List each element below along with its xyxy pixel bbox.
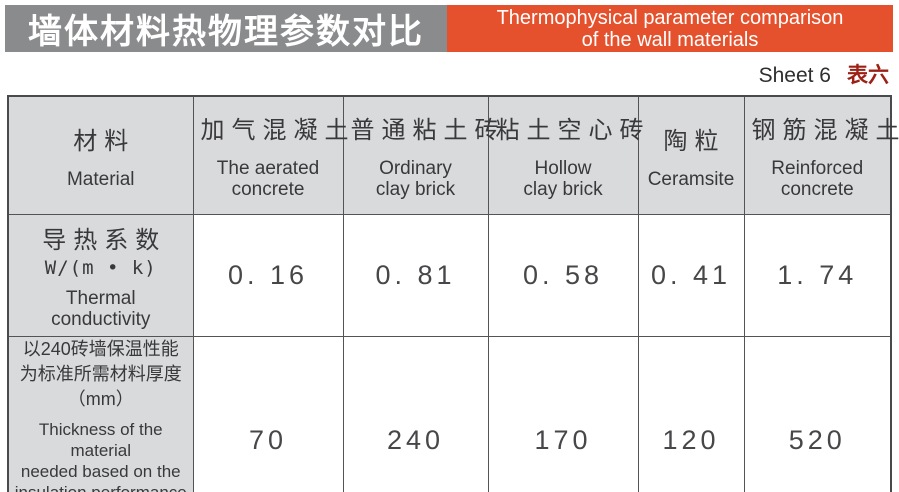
header-hollow-clay-brick-zh: 粘土空心砖 bbox=[495, 117, 651, 145]
sheet-caption-chinese: 表六 bbox=[847, 64, 889, 87]
conductivity-value-reinforced-concrete: 1. 74 bbox=[743, 213, 892, 337]
header-reinforced-concrete-en: Reinforced concrete bbox=[771, 158, 864, 201]
banner-title-english-line1: Thermophysical parameter comparison bbox=[496, 6, 844, 29]
header-hollow-clay-brick-en: Hollow clay brick bbox=[523, 158, 603, 201]
banner-title-chinese: 墙体材料热物理参数对比 bbox=[5, 5, 447, 52]
materials-comparison-table: 材料 Material 加气混凝土 The aerated concrete 普… bbox=[7, 95, 899, 492]
header-ceramsite-en: Ceramsite bbox=[647, 168, 735, 190]
thickness-value-ceramsite: 120 bbox=[637, 335, 745, 492]
header-cell-reinforced-concrete: 钢筋混凝土 Reinforced concrete bbox=[743, 95, 899, 215]
thermal-conductivity-unit: W/(m • k) bbox=[44, 257, 157, 279]
header-cell-ordinary-clay-brick: 普通粘土砖 Ordinary clay brick bbox=[342, 95, 506, 215]
header-ordinary-clay-brick-en: Ordinary clay brick bbox=[375, 158, 456, 201]
row-label-thickness: 以240砖墙保温性能为标准所需材料厚度（mm） Thickness of the… bbox=[7, 335, 194, 492]
row-label-thermal-conductivity: 导热系数 W/(m • k) Thermal conductivity bbox=[7, 213, 194, 337]
header-ceramsite-zh: 陶粒 bbox=[663, 127, 726, 155]
thickness-value-reinforced-concrete: 520 bbox=[743, 335, 892, 492]
header-material-zh: 材料 bbox=[73, 127, 136, 155]
conductivity-value-ceramsite: 0. 41 bbox=[637, 213, 745, 337]
thermal-conductivity-label-zh: 导热系数 bbox=[42, 227, 167, 254]
thickness-row: 以240砖墙保温性能为标准所需材料厚度（mm） Thickness of the… bbox=[7, 335, 892, 492]
header-cell-aerated-concrete: 加气混凝土 The aerated concrete bbox=[192, 95, 356, 215]
conductivity-value-hollow-clay-brick: 0. 58 bbox=[487, 213, 639, 337]
header-cell-material: 材料 Material bbox=[7, 95, 194, 215]
header-aerated-concrete-en: The aerated concrete bbox=[216, 158, 320, 201]
banner-title-english: Thermophysical parameter comparison of t… bbox=[447, 5, 893, 52]
header-reinforced-concrete-zh: 钢筋混凝土 bbox=[751, 117, 899, 145]
table-header-row: 材料 Material 加气混凝土 The aerated concrete 普… bbox=[7, 95, 899, 215]
sheet-caption-english: Sheet 6 bbox=[758, 64, 831, 87]
thickness-label-en: Thickness of the material needed based o… bbox=[14, 419, 187, 492]
header-cell-ceramsite: 陶粒 Ceramsite bbox=[637, 95, 745, 215]
header-cell-hollow-clay-brick: 粘土空心砖 Hollow clay brick bbox=[487, 95, 651, 215]
title-banner: 墙体材料热物理参数对比 Thermophysical parameter com… bbox=[5, 5, 893, 52]
sheet-caption: Sheet 6 表六 bbox=[759, 59, 889, 89]
header-material-en: Material bbox=[66, 168, 135, 190]
thickness-value-ordinary-clay-brick: 240 bbox=[342, 335, 489, 492]
conductivity-value-ordinary-clay-brick: 0. 81 bbox=[342, 213, 489, 337]
thickness-value-aerated-concrete: 70 bbox=[192, 335, 344, 492]
banner-title-chinese-text: 墙体材料热物理参数对比 bbox=[28, 13, 424, 51]
thermal-conductivity-row: 导热系数 W/(m • k) Thermal conductivity 0. 1… bbox=[7, 213, 892, 337]
banner-title-english-line2: of the wall materials bbox=[581, 28, 759, 51]
thermal-conductivity-label-en: Thermal conductivity bbox=[51, 288, 151, 330]
thickness-label-zh: 以240砖墙保温性能为标准所需材料厚度（mm） bbox=[19, 338, 182, 409]
conductivity-value-aerated-concrete: 0. 16 bbox=[192, 213, 344, 337]
header-aerated-concrete-zh: 加气混凝土 bbox=[200, 117, 356, 145]
thickness-value-hollow-clay-brick: 170 bbox=[487, 335, 639, 492]
header-ordinary-clay-brick-zh: 普通粘土砖 bbox=[350, 117, 506, 145]
